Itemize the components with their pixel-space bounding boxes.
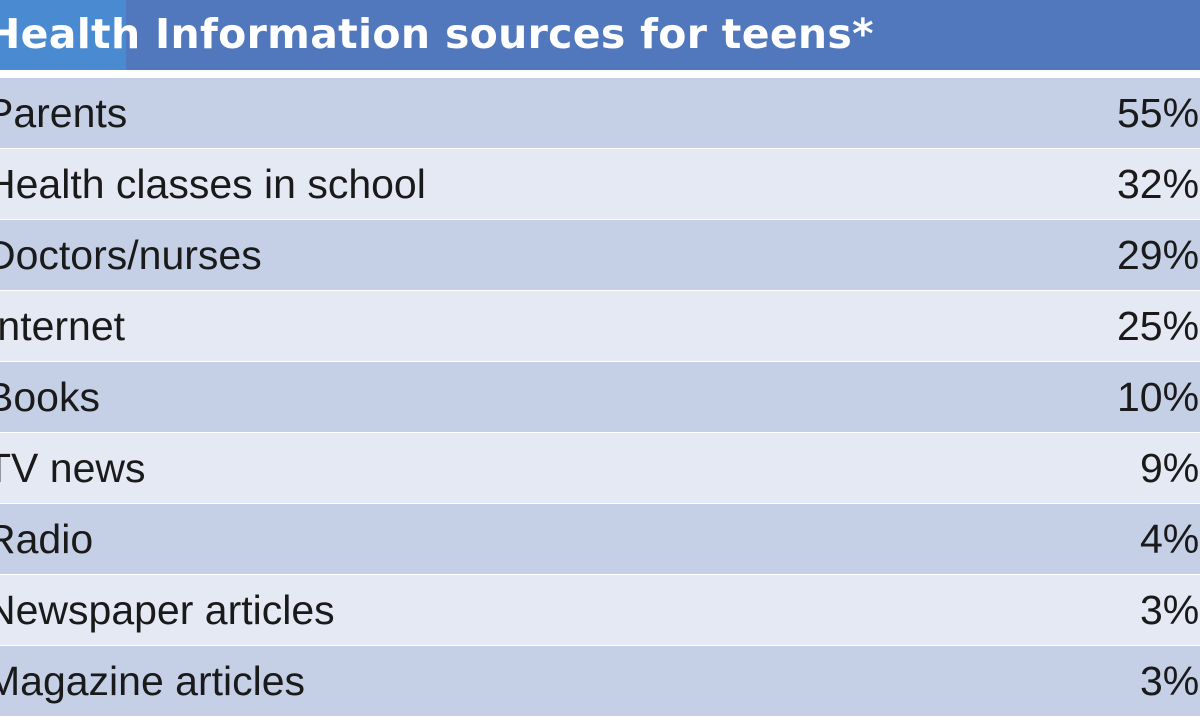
row-label: Health classes in school	[0, 161, 426, 207]
row-label: TV news	[0, 445, 146, 491]
table-row: Books 10%	[0, 362, 1200, 432]
row-value: 9%	[1140, 445, 1200, 491]
table-row: Newspaper articles 3%	[0, 575, 1200, 645]
row-label: Newspaper articles	[0, 587, 335, 633]
table-title: Health Information sources for teens*	[0, 10, 874, 58]
table-row: TV news 9%	[0, 433, 1200, 503]
row-value: 3%	[1140, 587, 1200, 633]
header-edge	[0, 0, 126, 70]
table-row: Parents 55%	[0, 78, 1200, 148]
table-row: Health classes in school 32%	[0, 149, 1200, 219]
row-label: Books	[0, 374, 100, 420]
row-label: Doctors/nurses	[0, 232, 262, 278]
row-value: 10%	[1117, 374, 1200, 420]
row-label: Parents	[0, 90, 128, 136]
row-label: Internet	[0, 303, 126, 349]
row-value: 4%	[1140, 516, 1200, 562]
row-value: 55%	[1117, 90, 1200, 136]
row-value: 29%	[1117, 232, 1200, 278]
table-row: Radio 4%	[0, 504, 1200, 574]
row-value: 3%	[1140, 658, 1200, 704]
table-row: Magazine articles 3%	[0, 646, 1200, 716]
row-label: Magazine articles	[0, 658, 306, 704]
row-value: 32%	[1117, 161, 1200, 207]
table-row: Doctors/nurses 29%	[0, 220, 1200, 290]
table-header: Health Information sources for teens*	[0, 0, 1200, 70]
table-row: Internet 25%	[0, 291, 1200, 361]
row-value: 25%	[1117, 303, 1200, 349]
row-label: Radio	[0, 516, 94, 562]
